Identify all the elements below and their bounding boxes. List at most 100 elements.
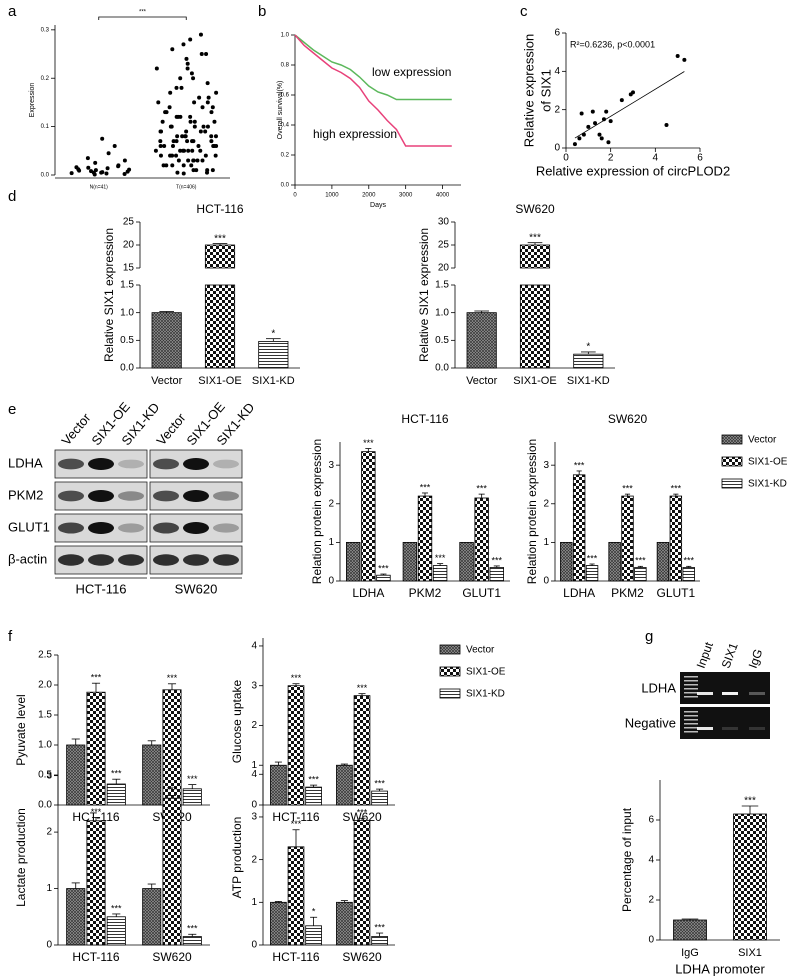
blot-band <box>183 490 209 502</box>
significance-label: *** <box>476 484 487 494</box>
y-tick-label: 0.8 <box>281 63 290 69</box>
protein-label: PKM2 <box>8 487 43 502</box>
lane-label: SIX1 <box>719 641 741 671</box>
data-point <box>154 66 159 71</box>
bar <box>371 936 388 946</box>
panel-label: f <box>8 628 13 645</box>
data-point <box>116 164 121 169</box>
bar <box>106 783 126 806</box>
panel-label: g <box>645 628 653 645</box>
y-axis-label: Relation protein expression <box>310 439 324 584</box>
trend-line <box>574 71 685 139</box>
bar <box>258 341 289 369</box>
data-point <box>167 105 172 110</box>
ladder-band <box>684 676 698 678</box>
significance-label: *** <box>671 484 682 494</box>
bar <box>353 819 371 946</box>
significance-label: *** <box>635 556 646 566</box>
x-tick-label: 6 <box>697 153 703 164</box>
data-point <box>191 158 196 163</box>
data-point <box>158 139 163 144</box>
x-tick-label: HCT-116 <box>272 950 319 964</box>
series-label: low expression <box>372 65 451 79</box>
significance-label: *** <box>363 438 374 448</box>
bar <box>656 541 670 582</box>
y-tick-label: 1 <box>251 897 257 908</box>
significance-label: *** <box>139 10 147 16</box>
significance-label: *** <box>187 774 198 784</box>
blot-band <box>183 458 209 470</box>
x-tick-label: 0 <box>293 193 297 199</box>
blot-band <box>213 491 239 501</box>
y-tick-label: 1 <box>46 883 52 894</box>
y-tick-label: 30 <box>438 217 450 228</box>
y-tick-label: 0 <box>328 576 334 587</box>
bar <box>402 541 418 582</box>
data-point <box>608 119 613 124</box>
data-point <box>168 90 173 95</box>
data-point <box>194 168 199 173</box>
legend-swatch <box>439 644 461 655</box>
data-point <box>572 142 577 147</box>
bar <box>519 284 551 369</box>
gel-band <box>749 727 765 730</box>
data-point <box>210 168 215 173</box>
blot-band <box>88 458 114 470</box>
significance-label: *** <box>111 903 122 913</box>
significance-label: *** <box>357 808 368 818</box>
legend-label: Vector <box>466 645 495 656</box>
x-axis-label: Relative expression of circPLOD2 <box>536 163 730 178</box>
gel-row-label: LDHA <box>641 680 676 695</box>
data-point <box>69 171 74 176</box>
y-tick-label: 0.0 <box>41 173 50 179</box>
blot-band <box>153 458 179 470</box>
bar <box>346 541 361 582</box>
ladder-band <box>684 688 698 690</box>
bar <box>371 790 388 806</box>
y-tick-label: 0.1 <box>41 124 50 130</box>
ladder-band <box>684 692 698 694</box>
data-point <box>597 132 602 137</box>
legend-label: SIX1-OE <box>466 667 506 678</box>
y-tick-label: 3 <box>46 770 52 781</box>
bar <box>305 925 322 946</box>
bar <box>353 695 371 806</box>
y-tick-label: 6 <box>554 28 560 39</box>
significance-label: *** <box>308 774 319 784</box>
y-tick-label: 25 <box>438 240 450 251</box>
data-point <box>586 124 591 129</box>
data-point <box>170 143 175 148</box>
y-tick-label: 0.2 <box>281 153 290 159</box>
bar <box>585 565 599 582</box>
data-point <box>158 153 163 158</box>
data-point <box>178 76 183 81</box>
data-point <box>164 163 169 168</box>
data-point <box>579 111 584 116</box>
legend-label: SIX1-KD <box>748 479 787 490</box>
data-point <box>205 81 210 86</box>
data-point <box>198 148 203 153</box>
data-point <box>153 148 158 153</box>
y-axis-label: Pyuvate level <box>14 694 28 765</box>
bar <box>573 353 604 369</box>
bar <box>682 567 695 582</box>
y-axis-label: Relative expression <box>521 34 536 147</box>
panel-label: d <box>8 188 16 205</box>
data-point <box>174 139 179 144</box>
x-tick-label: PKM2 <box>409 586 442 600</box>
y-tick-label: 1 <box>251 760 257 771</box>
data-point <box>170 153 175 158</box>
y-tick-label: 0 <box>543 576 549 587</box>
bar <box>336 901 353 946</box>
x-tick-label: N(n=41) <box>90 184 109 190</box>
y-axis-label: Relation protein expression <box>525 439 539 584</box>
legend-swatch <box>721 478 743 489</box>
data-point <box>577 136 582 141</box>
data-point <box>159 129 164 134</box>
data-point <box>209 134 214 139</box>
y-tick-label: 3 <box>251 680 257 691</box>
data-point <box>158 143 163 148</box>
data-point <box>200 105 205 110</box>
y-tick-label: 15 <box>123 263 135 274</box>
data-point <box>205 124 210 129</box>
